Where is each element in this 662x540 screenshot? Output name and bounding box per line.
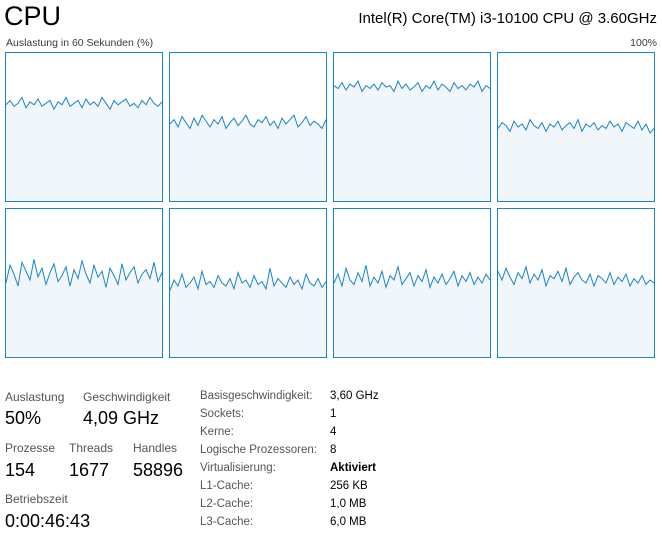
speed-label: Geschwindigkeit	[83, 390, 171, 404]
core-graph-plot	[6, 258, 162, 357]
property-value: 1	[330, 408, 337, 420]
core-graph-plot	[170, 114, 326, 201]
property-label: Logische Prozessoren:	[200, 444, 317, 456]
core-graph	[497, 208, 655, 358]
property-label: L1-Cache:	[200, 480, 254, 492]
core-graph-plot	[170, 268, 326, 357]
utilization-line	[334, 264, 490, 290]
utilization-line	[170, 268, 326, 291]
property-value: 3,60 GHz	[330, 390, 379, 402]
utilization-label: Auslastung	[5, 390, 65, 404]
property-label: Basisgeschwindigkeit:	[200, 390, 313, 402]
core-graph	[333, 208, 491, 358]
core-graph	[5, 52, 163, 202]
utilization-line	[6, 96, 162, 111]
speed-value: 4,09 GHz	[83, 408, 160, 428]
uptime-label: Betriebszeit	[5, 492, 68, 506]
cpu-model-name: Intel(R) Core(TM) i3-10100 CPU @ 3.60GHz	[358, 10, 657, 27]
utilization-area	[334, 265, 490, 357]
utilization-area	[334, 81, 490, 201]
utilization-area	[6, 259, 162, 357]
utilization-area	[498, 119, 654, 201]
core-graph-plot	[334, 264, 490, 357]
threads-value: 1677	[69, 460, 110, 480]
utilization-area	[6, 97, 162, 201]
graph-max-label: 100%	[630, 37, 657, 49]
utilization-line	[6, 258, 162, 288]
core-graph-plot	[498, 118, 654, 201]
property-value: 256 KB	[330, 480, 368, 492]
utilization-line	[498, 118, 654, 134]
property-value: Aktiviert	[330, 462, 377, 474]
property-value: 6,0 MB	[330, 516, 367, 528]
handles-label: Handles	[133, 441, 178, 455]
graph-caption: Auslastung in 60 Sekunden (%)	[6, 37, 154, 49]
core-graph-plot	[498, 264, 654, 357]
utilization-area	[498, 266, 654, 357]
utilization-area	[170, 268, 326, 357]
core-graph	[169, 208, 327, 358]
property-label: Kerne:	[200, 426, 234, 438]
core-graph-plot	[334, 79, 490, 201]
processes-label: Prozesse	[5, 441, 56, 455]
property-value: 4	[330, 426, 337, 438]
page-title: CPU	[4, 1, 62, 31]
core-graph	[5, 208, 163, 358]
utilization-line	[170, 114, 326, 130]
threads-label: Threads	[69, 441, 114, 455]
core-graph	[497, 52, 655, 202]
handles-value: 58896	[133, 460, 184, 480]
core-graph	[169, 52, 327, 202]
property-label: Virtualisierung:	[200, 462, 276, 474]
core-graph	[333, 52, 491, 202]
core-graph-plot	[6, 96, 162, 201]
property-label: L2-Cache:	[200, 498, 254, 510]
core-graph-grid	[5, 52, 661, 364]
property-label: L3-Cache:	[200, 516, 254, 528]
uptime-value: 0:00:46:43	[5, 511, 91, 531]
property-value: 1,0 MB	[330, 498, 367, 510]
utilization-value: 50%	[5, 408, 42, 428]
property-value: 8	[330, 444, 337, 456]
utilization-area	[170, 115, 326, 201]
property-label: Sockets:	[200, 408, 245, 420]
processes-value: 154	[5, 460, 36, 480]
utilization-line	[334, 79, 490, 93]
utilization-line	[498, 264, 654, 288]
